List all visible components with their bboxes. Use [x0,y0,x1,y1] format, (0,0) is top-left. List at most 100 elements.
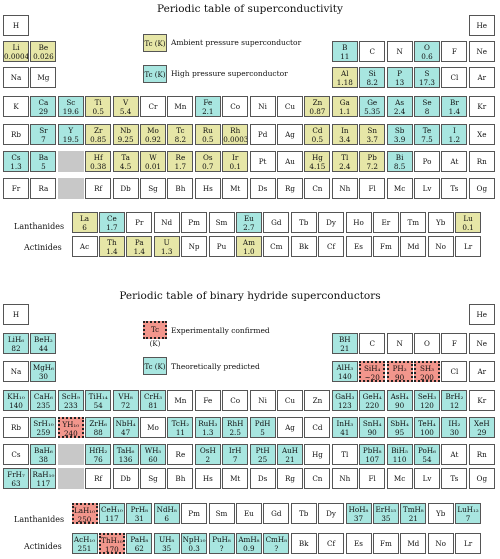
table2-title: Periodic table of binary hydride superco… [119,290,381,302]
tc-value: 9.25 [117,135,134,144]
element-cell-cu: Cu [277,96,303,117]
element-symbol: VH₈ [118,392,133,401]
element-cell-nd: Nd [153,212,180,233]
element-cell-co: Co [222,390,249,411]
element-symbol: SrH₁₀ [33,419,54,428]
element-cell-snh: SnH₄ 90 [359,417,386,438]
tc-value: 2.7 [243,223,255,232]
element-symbol: He [476,21,488,30]
element-cell-rg: Rg [277,178,303,199]
element-symbol: FrH₇ [7,470,25,479]
placeholder-cell [57,178,84,199]
tc-value: 100 [420,428,434,437]
element-cell-mn: Mn [167,96,194,117]
element-cell-luh: LuH₁₂ 7 [455,503,482,524]
element-symbol: Ar [477,367,487,376]
element-symbol: Ni [258,102,267,111]
element-cell-tb: Tb [290,212,317,233]
element-symbol: Ds [257,474,268,483]
element-symbol: Sc [66,98,76,107]
tc-value: 11 [175,428,185,437]
element-cell-bk: Bk [290,533,317,554]
tc-value: 117 [105,514,119,523]
element-cell-cs: Cs [3,444,29,465]
element-cell-cs: Cs 1.3 [3,151,29,172]
element-symbol: PtH [255,446,270,455]
element-symbol: Am [242,238,255,247]
element-symbol: Bh [175,184,186,193]
element-symbol: Re [175,153,186,162]
element-symbol: Cu [284,102,296,111]
element-symbol: Mo [147,423,159,432]
element-symbol: Rg [284,184,295,193]
element-symbol: Og [476,184,488,193]
element-symbol: PbH₈ [362,446,382,455]
element-cell-ach: AcH₁₀ 251 [71,533,98,554]
element-cell-sb: Sb 3.9 [386,124,413,145]
element-cell-rn: Rn [468,151,495,172]
element-symbol: Eu [243,214,254,223]
tc-value: 0.7 [202,162,214,171]
element-cell-ne: Ne [468,333,495,354]
element-cell-poh: PoH₆ 54 [414,444,440,465]
element-symbol: At [450,157,459,166]
element-cell-srh: SrH₁₀ 259 [30,417,57,438]
element-cell-au: Au [277,151,303,172]
tc-value: 2.5 [229,428,241,437]
element-symbol: PuH₈ [212,535,231,544]
element-symbol: SbH₄ [390,419,409,428]
tc-value: 7 [232,455,238,464]
element-cell-w: W 0.01 [140,151,166,172]
element-cell-cm: Cm [263,236,290,257]
tc-value: 2.4 [339,162,351,171]
element-symbol: LaH₁₀ [73,506,96,515]
element-cell-sg: Sg [140,178,166,199]
legend-ambient-text: Ambient pressure superconductor [171,38,302,47]
element-cell-si: Si 8.2 [359,67,386,88]
element-symbol: Pt [258,157,267,166]
placeholder-cell [57,151,84,172]
element-symbol: Th [107,238,117,247]
element-symbol: Ba [38,153,49,162]
element-symbol: Sn [367,126,377,135]
tc-value: 90 [395,373,405,382]
legend-highpressure-text: High pressure superconductor [171,69,288,78]
legend-experimental-text: Experimentally confirmed [171,326,270,335]
element-cell-db: Db [112,178,139,199]
element-cell-nh: Nh [331,178,358,199]
tc-value: 5 [260,428,265,437]
element-cell-cn: Cn [304,468,331,489]
element-symbol: Tb [298,218,309,227]
element-symbol: TmH₈ [402,505,424,514]
element-cell-re: Re [167,444,194,465]
tc-value: 7 [465,514,471,523]
element-cell-og: Og [468,468,495,489]
element-cell-hg: Hg [304,444,331,465]
element-cell-erh: ErH₁₅ 35 [372,503,399,524]
element-cell-fl: Fl [359,468,386,489]
element-cell-fr: Fr [3,178,29,199]
element-cell-thh: ThH₁₀ 170 [98,533,125,554]
element-cell-sih: SiH₄ ~20 [359,361,386,382]
element-symbol: F [451,47,457,56]
element-cell-h: H [3,15,29,36]
element-symbol: TeH₄ [418,419,436,428]
element-cell-p: P 13 [386,67,413,88]
element-symbol: Cs [11,153,21,162]
element-cell-tl: Tl 2.4 [331,151,358,172]
element-symbol: PrH₈ [130,505,148,514]
element-cell-dy: Dy [318,503,345,524]
element-symbol: Lv [422,474,432,483]
element-symbol: F [451,339,457,348]
element-symbol: Ag [285,423,295,432]
element-cell-rg: Rg [277,468,303,489]
table1-actinides-label: Actinides [24,243,62,252]
element-cell-md: Md [400,533,427,554]
element-cell-xe: Xe [468,124,495,145]
tc-value: 21 [285,455,295,464]
element-symbol: S [424,69,430,78]
element-symbol: Lu [463,214,473,223]
element-symbol: Md [407,539,420,548]
element-symbol: Ne [476,47,488,56]
